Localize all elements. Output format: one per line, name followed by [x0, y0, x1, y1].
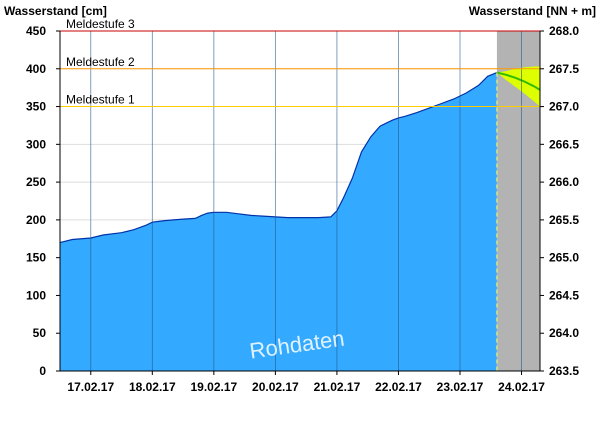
- x-tick-label: 18.02.17: [129, 380, 176, 394]
- threshold-label: Meldestufe 2: [66, 55, 135, 69]
- y-right-tick-label: 265.0: [549, 251, 579, 265]
- y-right-tick-label: 267.0: [549, 100, 579, 114]
- water-level-line: [59, 72, 498, 244]
- x-tick-label: 23.02.17: [437, 380, 484, 394]
- y-tick-label: 0: [39, 364, 46, 378]
- y-right-tick-label: 266.5: [549, 137, 579, 151]
- x-tick-label: 24.02.17: [498, 380, 545, 394]
- threshold-label: Meldestufe 3: [66, 17, 135, 31]
- y-right-tick-label: 263.5: [549, 364, 579, 378]
- y-tick-label: 50: [33, 326, 47, 340]
- x-tick-label: 19.02.17: [190, 380, 237, 394]
- x-axis: 17.02.17 18.02.17 19.02.17 20.02.17 21.02.17…: [67, 371, 545, 394]
- x-tick-label: 21.02.17: [314, 380, 361, 394]
- thresholds: Meldestufe 3 Meldestufe 2 Meldestufe 1: [60, 17, 540, 108]
- y-right-tick-label: 265.5: [549, 213, 579, 227]
- threshold-label: Meldestufe 1: [66, 93, 135, 107]
- x-tick-label: 20.02.17: [252, 380, 299, 394]
- y-right-tick-label: 267.5: [549, 62, 579, 76]
- left-axis-title: Wasserstand [cm]: [4, 4, 107, 18]
- y-tick-label: 200: [26, 213, 46, 227]
- y-tick-label: 300: [26, 137, 46, 151]
- y-axis-right: 263.5 264.0 264.5 265.0 265.5 266.0 266.5 267.0…: [540, 24, 579, 378]
- y-tick-label: 250: [26, 175, 46, 189]
- y-tick-label: 100: [26, 288, 46, 302]
- y-axis-left: 0 50 100 150 200 250 300 350 400 450: [26, 24, 60, 378]
- water-level-area: [60, 72, 497, 371]
- y-right-tick-label: 264.0: [549, 326, 579, 340]
- right-axis-title: Wasserstand [NN + m]: [469, 4, 596, 18]
- y-tick-label: 450: [26, 24, 46, 38]
- y-tick-label: 400: [26, 62, 46, 76]
- x-tick-label: 22.02.17: [375, 380, 422, 394]
- y-right-tick-label: 266.0: [549, 175, 579, 189]
- y-tick-label: 350: [26, 100, 46, 114]
- x-tick-label: 17.02.17: [67, 380, 114, 394]
- forecast-line: [496, 71, 541, 91]
- y-right-tick-label: 264.5: [549, 288, 579, 302]
- day-separators: [90, 31, 522, 371]
- y-right-tick-label: 268.0: [549, 24, 579, 38]
- y-tick-label: 150: [26, 251, 46, 265]
- forecast-band: [496, 66, 540, 107]
- series-area: [59, 66, 541, 371]
